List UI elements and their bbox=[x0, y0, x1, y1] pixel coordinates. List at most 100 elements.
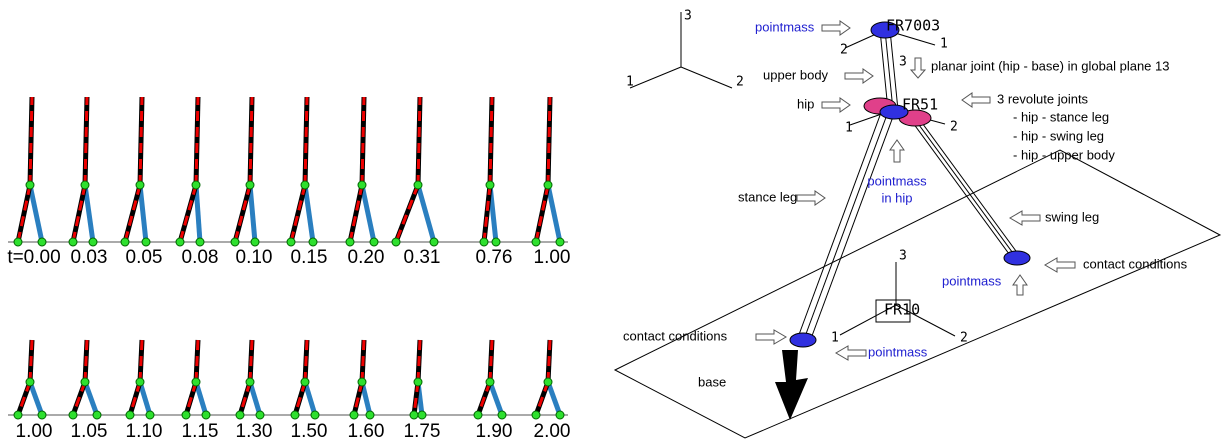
upper-body-ref bbox=[138, 339, 144, 383]
upper-body-ref bbox=[416, 339, 422, 383]
joint-dot bbox=[485, 377, 495, 387]
annotation: contact conditions bbox=[1083, 256, 1188, 271]
upper-body-ref bbox=[416, 96, 422, 186]
axis-label: 1 bbox=[831, 331, 839, 346]
leg bbox=[247, 381, 263, 416]
joint-dot bbox=[191, 180, 201, 190]
joint-dot bbox=[195, 237, 205, 247]
annotation: pointmass bbox=[942, 273, 1002, 288]
arrow bbox=[1044, 257, 1076, 273]
joint-dot bbox=[92, 410, 102, 420]
time-label: 1.30 bbox=[236, 421, 273, 442]
joint-dot bbox=[485, 180, 495, 190]
joint-dot bbox=[25, 377, 35, 387]
time-label: 0.05 bbox=[126, 247, 163, 268]
joint-dot bbox=[479, 237, 489, 247]
arrow bbox=[796, 190, 826, 206]
stick-figure bbox=[230, 96, 260, 247]
arrow bbox=[835, 345, 867, 361]
leg-ref bbox=[534, 381, 550, 416]
leg bbox=[137, 381, 153, 416]
joint-dot bbox=[250, 237, 260, 247]
leg bbox=[193, 381, 209, 416]
axis-label: 2 bbox=[840, 43, 848, 58]
upper-body-ref bbox=[28, 96, 34, 186]
frame-label: FR7003 bbox=[886, 17, 940, 35]
time-label: 1.15 bbox=[182, 421, 219, 442]
annotation: base bbox=[698, 374, 726, 389]
time-label: 0.10 bbox=[236, 247, 273, 268]
joint-dot bbox=[417, 410, 427, 420]
upper-body-ref bbox=[28, 339, 34, 383]
stick-figure bbox=[349, 339, 375, 420]
leg-ref bbox=[482, 184, 492, 243]
stick-figure bbox=[473, 339, 507, 420]
joint-dot bbox=[245, 377, 255, 387]
arrow bbox=[844, 68, 874, 84]
annotation: - hip - swing leg bbox=[1013, 128, 1104, 143]
joint-dot bbox=[497, 410, 507, 420]
joint-dot bbox=[245, 180, 255, 190]
joint-dot bbox=[543, 377, 553, 387]
frame-label: FR51 bbox=[902, 96, 938, 114]
upper-body-ref bbox=[546, 96, 552, 186]
base-frame-box bbox=[875, 299, 911, 323]
upper-body bbox=[137, 96, 145, 186]
time-label: 1.90 bbox=[476, 421, 513, 442]
upper-body-ref bbox=[488, 96, 494, 186]
joint-dot bbox=[37, 410, 47, 420]
stick-figure bbox=[290, 339, 320, 420]
leg-ref bbox=[352, 381, 364, 416]
axis-label: 1 bbox=[940, 37, 948, 52]
upper-body-ref bbox=[194, 96, 200, 186]
leg bbox=[359, 381, 373, 416]
joint-dot bbox=[230, 237, 240, 247]
stick-figure bbox=[175, 96, 205, 247]
leg-ref bbox=[184, 381, 198, 416]
joint-dot bbox=[349, 410, 359, 420]
stick-figure bbox=[391, 96, 439, 247]
joint-dot bbox=[391, 237, 401, 247]
mass bbox=[1003, 250, 1031, 266]
time-label: 0.31 bbox=[404, 247, 441, 268]
time-label: 1.10 bbox=[126, 421, 163, 442]
joint-dot bbox=[175, 237, 185, 247]
joint-dot bbox=[369, 237, 379, 247]
time-label: 2.00 bbox=[534, 421, 571, 442]
joint-dot bbox=[125, 410, 135, 420]
time-label: 1.00 bbox=[16, 421, 53, 442]
annotation: pointmass bbox=[867, 173, 927, 188]
annotation: pointmass bbox=[755, 19, 815, 34]
stick-figure bbox=[125, 339, 155, 420]
joint-dot bbox=[68, 237, 78, 247]
joint-dot bbox=[201, 410, 211, 420]
leg bbox=[247, 184, 258, 243]
leg-ref bbox=[178, 184, 198, 243]
upper-body-ref bbox=[546, 339, 552, 383]
arrow bbox=[1009, 210, 1041, 226]
stick-figure bbox=[181, 339, 211, 420]
leg-ref bbox=[233, 184, 252, 243]
joint-dot bbox=[413, 180, 423, 190]
stick-figure bbox=[286, 96, 318, 247]
joint-dot bbox=[365, 410, 375, 420]
arrow bbox=[961, 92, 991, 108]
joint-dot bbox=[286, 237, 296, 247]
joint-dot bbox=[300, 377, 310, 387]
joint-dot bbox=[531, 410, 541, 420]
upper-body-ref bbox=[248, 339, 254, 383]
leg-ref bbox=[394, 184, 420, 243]
time-label: 1.75 bbox=[404, 421, 441, 442]
joint-dot bbox=[290, 410, 300, 420]
leg bbox=[27, 381, 45, 416]
stick-figure bbox=[479, 96, 501, 247]
joint-dot bbox=[80, 180, 90, 190]
axis-label: 3 bbox=[684, 9, 692, 24]
model-diagram: 3 1 2 pointmass FR7003 2 1 3 upper body … bbox=[613, 9, 1222, 439]
upper-body-ref bbox=[83, 96, 89, 186]
upper-body bbox=[193, 96, 201, 186]
leg bbox=[487, 381, 505, 416]
leg-ref bbox=[123, 184, 142, 243]
joint-dot bbox=[310, 410, 320, 420]
